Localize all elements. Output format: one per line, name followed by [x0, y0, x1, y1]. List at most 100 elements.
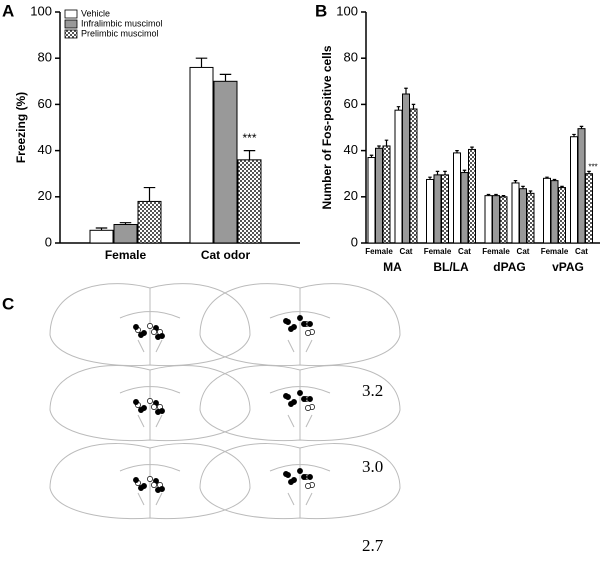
- bar: [543, 177, 551, 244]
- x-tick-label: Cat: [517, 247, 530, 256]
- error-bar: [521, 185, 525, 189]
- y-tick-label: 40: [38, 142, 52, 157]
- error-bar: [545, 176, 549, 179]
- error-bar: [435, 170, 440, 175]
- y-tick-label: 60: [38, 96, 52, 111]
- brain-midline: [269, 448, 331, 518]
- injection-site: [307, 474, 313, 480]
- injection-site: [133, 477, 139, 483]
- injection-site: [305, 483, 311, 489]
- error-bar: [587, 170, 591, 174]
- injection-site: [147, 476, 153, 482]
- error-bar: [143, 186, 156, 202]
- bar: [213, 80, 238, 244]
- injection-site: [301, 396, 307, 402]
- x-tick-label: Cat: [575, 247, 588, 256]
- level-label: 3.0: [362, 457, 383, 476]
- x-tick-label: Female: [424, 247, 452, 256]
- y-tick-label: 40: [344, 142, 358, 157]
- level-label: 3.2: [362, 381, 383, 400]
- injection-site: [301, 321, 307, 327]
- bar: [558, 187, 566, 244]
- injection-site: [305, 405, 311, 411]
- y-tick-label: 80: [344, 50, 358, 65]
- error-bar: [369, 154, 374, 158]
- bar: [382, 145, 391, 244]
- y-tick-label: 100: [30, 3, 52, 18]
- bar: [367, 157, 376, 244]
- injection-site: [133, 399, 139, 405]
- x-tick-label: Female: [365, 247, 393, 256]
- bar: [526, 192, 535, 244]
- bar: [409, 108, 418, 244]
- bar: [113, 224, 138, 244]
- group-label: BL/LA: [433, 260, 469, 274]
- bar: [468, 148, 476, 244]
- bar: [453, 152, 461, 244]
- error-bar: [455, 150, 459, 153]
- x-tick-label: Cat: [400, 247, 413, 256]
- bar: [585, 173, 593, 244]
- injection-site: [307, 396, 313, 402]
- error-bar: [411, 103, 416, 110]
- injection-site: [288, 401, 294, 407]
- legend-label: Vehicle: [81, 8, 110, 18]
- panel-label: A: [2, 1, 14, 20]
- bar: [570, 136, 578, 244]
- injection-site: [307, 321, 313, 327]
- error-bar: [494, 193, 498, 196]
- injection-site: [138, 407, 144, 413]
- x-tick-label: Cat: [458, 247, 471, 256]
- bar: [550, 180, 559, 244]
- injection-site: [133, 324, 139, 330]
- panel-label: C: [2, 294, 14, 313]
- error-bar: [552, 178, 557, 181]
- injection-site: [297, 390, 303, 396]
- injection-site: [288, 479, 294, 485]
- legend-label: Infralimbic muscimol: [81, 18, 163, 28]
- error-bar: [572, 133, 576, 137]
- injection-site: [155, 334, 161, 340]
- error-bar: [219, 73, 232, 82]
- error-bar: [95, 227, 108, 231]
- injection-site: [301, 474, 307, 480]
- error-bar: [243, 150, 256, 160]
- annotation: ***: [242, 131, 256, 145]
- error-bar: [428, 176, 432, 180]
- injection-site: [138, 485, 144, 491]
- injection-site: [283, 471, 289, 477]
- error-bar: [501, 195, 506, 197]
- injection-site: [155, 409, 161, 415]
- error-bar: [470, 146, 474, 150]
- bar: [89, 229, 114, 244]
- y-tick-label: 80: [38, 50, 52, 65]
- y-tick-label: 0: [45, 234, 52, 249]
- injection-site: [283, 318, 289, 324]
- brain-midline: [119, 448, 181, 518]
- error-bar: [513, 180, 518, 183]
- brain-sections: [49, 283, 401, 520]
- y-axis-label: Number of Fos-positive cells: [320, 45, 334, 209]
- y-tick-label: 100: [336, 3, 358, 18]
- level-label: 2.7: [362, 536, 384, 555]
- error-bar: [377, 145, 381, 149]
- x-tick-label: Female: [541, 247, 569, 256]
- panel-label: B: [315, 1, 327, 20]
- injection-site: [151, 329, 157, 335]
- brain-midline: [269, 288, 331, 365]
- group-label: dPAG: [493, 260, 525, 274]
- error-bar: [528, 190, 533, 194]
- legend-label: Prelimbic muscimol: [81, 28, 159, 38]
- error-bar: [486, 193, 491, 196]
- bar: [577, 128, 586, 244]
- bar: [394, 109, 403, 244]
- y-tick-label: 20: [344, 188, 358, 203]
- bar: [499, 196, 508, 244]
- error-bar: [462, 169, 467, 173]
- bar: [484, 195, 493, 244]
- brain-midline: [119, 370, 181, 440]
- bar: [511, 182, 520, 244]
- injection-site: [155, 487, 161, 493]
- y-axis-label: Freezing (%): [14, 92, 28, 163]
